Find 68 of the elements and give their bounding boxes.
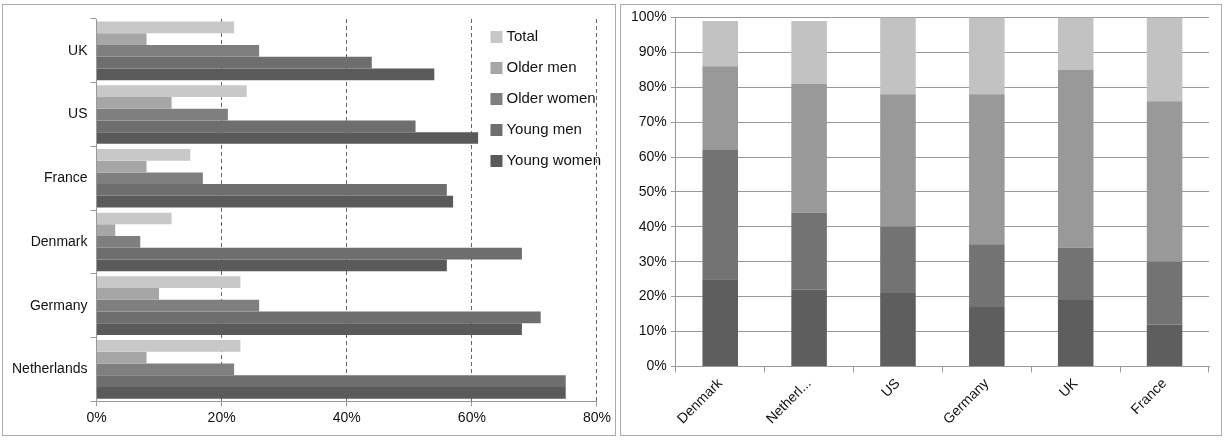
- legend-label: Young women: [506, 151, 601, 169]
- y-tick-label: 20%: [638, 287, 667, 304]
- y-tick-label: France: [43, 169, 88, 186]
- bar: [969, 17, 1005, 95]
- bar: [96, 375, 566, 387]
- y-tick-label: 10%: [638, 322, 667, 339]
- bar: [96, 85, 247, 97]
- bar: [702, 150, 739, 280]
- y-tick-label: Netherlands: [11, 360, 88, 377]
- bar: [880, 293, 916, 366]
- bar: [1146, 17, 1183, 102]
- bar: [96, 363, 235, 376]
- bar: [96, 276, 241, 289]
- bar: [1057, 247, 1094, 301]
- x-tick-label: UK: [1055, 374, 1082, 400]
- bar: [96, 299, 260, 312]
- x-tick-label: 0%: [86, 409, 107, 426]
- bar: [880, 226, 916, 294]
- y-tick-label: 80%: [638, 78, 667, 95]
- y-tick-label: US: [68, 105, 88, 122]
- y-tick-label: 100%: [630, 8, 667, 25]
- bar: [96, 340, 241, 352]
- x-tick-label: 80%: [582, 409, 612, 426]
- bar: [96, 224, 116, 237]
- bar: [791, 212, 827, 290]
- bar: [702, 20, 739, 67]
- bar: [96, 148, 191, 161]
- y-tick-label: 50%: [638, 182, 667, 199]
- x-tick-label: US: [877, 374, 903, 400]
- bar: [96, 236, 141, 248]
- bar: [96, 288, 160, 300]
- bar: [96, 311, 541, 324]
- bar: [969, 244, 1005, 308]
- bar: [96, 351, 147, 364]
- y-tick-label: UK: [68, 41, 89, 58]
- y-tick-label: 90%: [638, 43, 667, 60]
- legend-label: Older women: [506, 89, 596, 107]
- y-tick-label: 70%: [638, 112, 667, 129]
- y-tick-label: 30%: [638, 252, 667, 269]
- y-tick-label: Denmark: [30, 232, 89, 249]
- bar: [96, 172, 203, 185]
- bar: [96, 108, 228, 121]
- bar: [702, 279, 739, 366]
- bar: [96, 160, 147, 173]
- bar: [96, 33, 147, 45]
- bar: [791, 20, 827, 84]
- bar: [1146, 324, 1183, 366]
- bar: [1057, 300, 1094, 366]
- bar: [969, 307, 1005, 366]
- y-tick-label: 40%: [638, 217, 667, 234]
- x-tick-label: 60%: [457, 409, 486, 426]
- bar: [96, 212, 172, 225]
- legend-label: Young men: [506, 120, 582, 138]
- bar: [96, 44, 260, 57]
- x-tick-label: 20%: [207, 409, 236, 426]
- bar: [791, 289, 827, 366]
- y-tick-label: 0%: [646, 357, 667, 374]
- y-tick-label: 60%: [638, 147, 667, 164]
- legend-label: Total: [506, 27, 539, 45]
- x-tick-label: 40%: [332, 409, 361, 426]
- bar: [1057, 17, 1094, 70]
- legend-label: Older men: [506, 58, 577, 76]
- bar: [1146, 261, 1183, 325]
- bar: [96, 68, 435, 81]
- y-tick-label: Germany: [29, 296, 88, 313]
- bar: [96, 96, 172, 109]
- bar: [96, 21, 235, 34]
- bar: [880, 17, 916, 95]
